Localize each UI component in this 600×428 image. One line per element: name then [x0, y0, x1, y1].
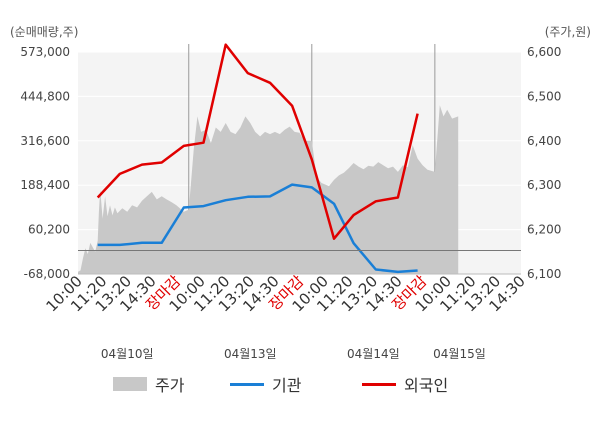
legend-item-institution: 기관 — [230, 372, 301, 396]
left-axis-tick-3: 188,400 — [20, 178, 70, 192]
right-axis-unit-label: (주가,원) — [545, 25, 591, 39]
left-axis-tick-5: -68,000 — [24, 267, 70, 281]
legend-swatch-foreigner — [362, 382, 396, 386]
legend-swatch-stock-price — [113, 377, 147, 391]
series-line-institution — [97, 183, 418, 274]
right-axis-tick-2: 6,400 — [527, 134, 561, 148]
right-axis-tick-0: 6,600 — [527, 45, 561, 59]
date-label-1: 04월13일 — [224, 347, 277, 361]
left-axis-tick-1: 444,800 — [20, 89, 70, 103]
series-area-stock-price — [78, 105, 459, 274]
legend-swatch-institution — [230, 382, 264, 386]
date-label-0: 04월10일 — [101, 347, 154, 361]
right-axis-tick-3: 6,300 — [527, 178, 561, 192]
legend-label-stock-price: 주가 — [155, 376, 185, 395]
left-axis-unit-label: (순매매량,주) — [10, 25, 78, 39]
right-axis-tick-5: 6,100 — [527, 267, 561, 281]
date-label-3: 04월15일 — [433, 347, 486, 361]
right-axis-tick-1: 6,500 — [527, 89, 561, 103]
legend-item-foreigner: 외국인 — [362, 372, 448, 396]
left-axis-tick-4: 60,200 — [28, 223, 70, 237]
legend-label-foreigner: 외국인 — [404, 376, 449, 395]
legend: 주가 기관 외국인 — [0, 372, 600, 400]
left-axis-tick-0: 573,000 — [20, 45, 70, 59]
right-axis-tick-4: 6,200 — [527, 223, 561, 237]
left-axis-tick-2: 316,600 — [20, 134, 70, 148]
legend-label-institution: 기관 — [272, 376, 302, 395]
series-line-foreigner — [96, 43, 419, 240]
legend-item-stock-price: 주가 — [113, 372, 184, 396]
date-label-2: 04월14일 — [347, 347, 400, 361]
